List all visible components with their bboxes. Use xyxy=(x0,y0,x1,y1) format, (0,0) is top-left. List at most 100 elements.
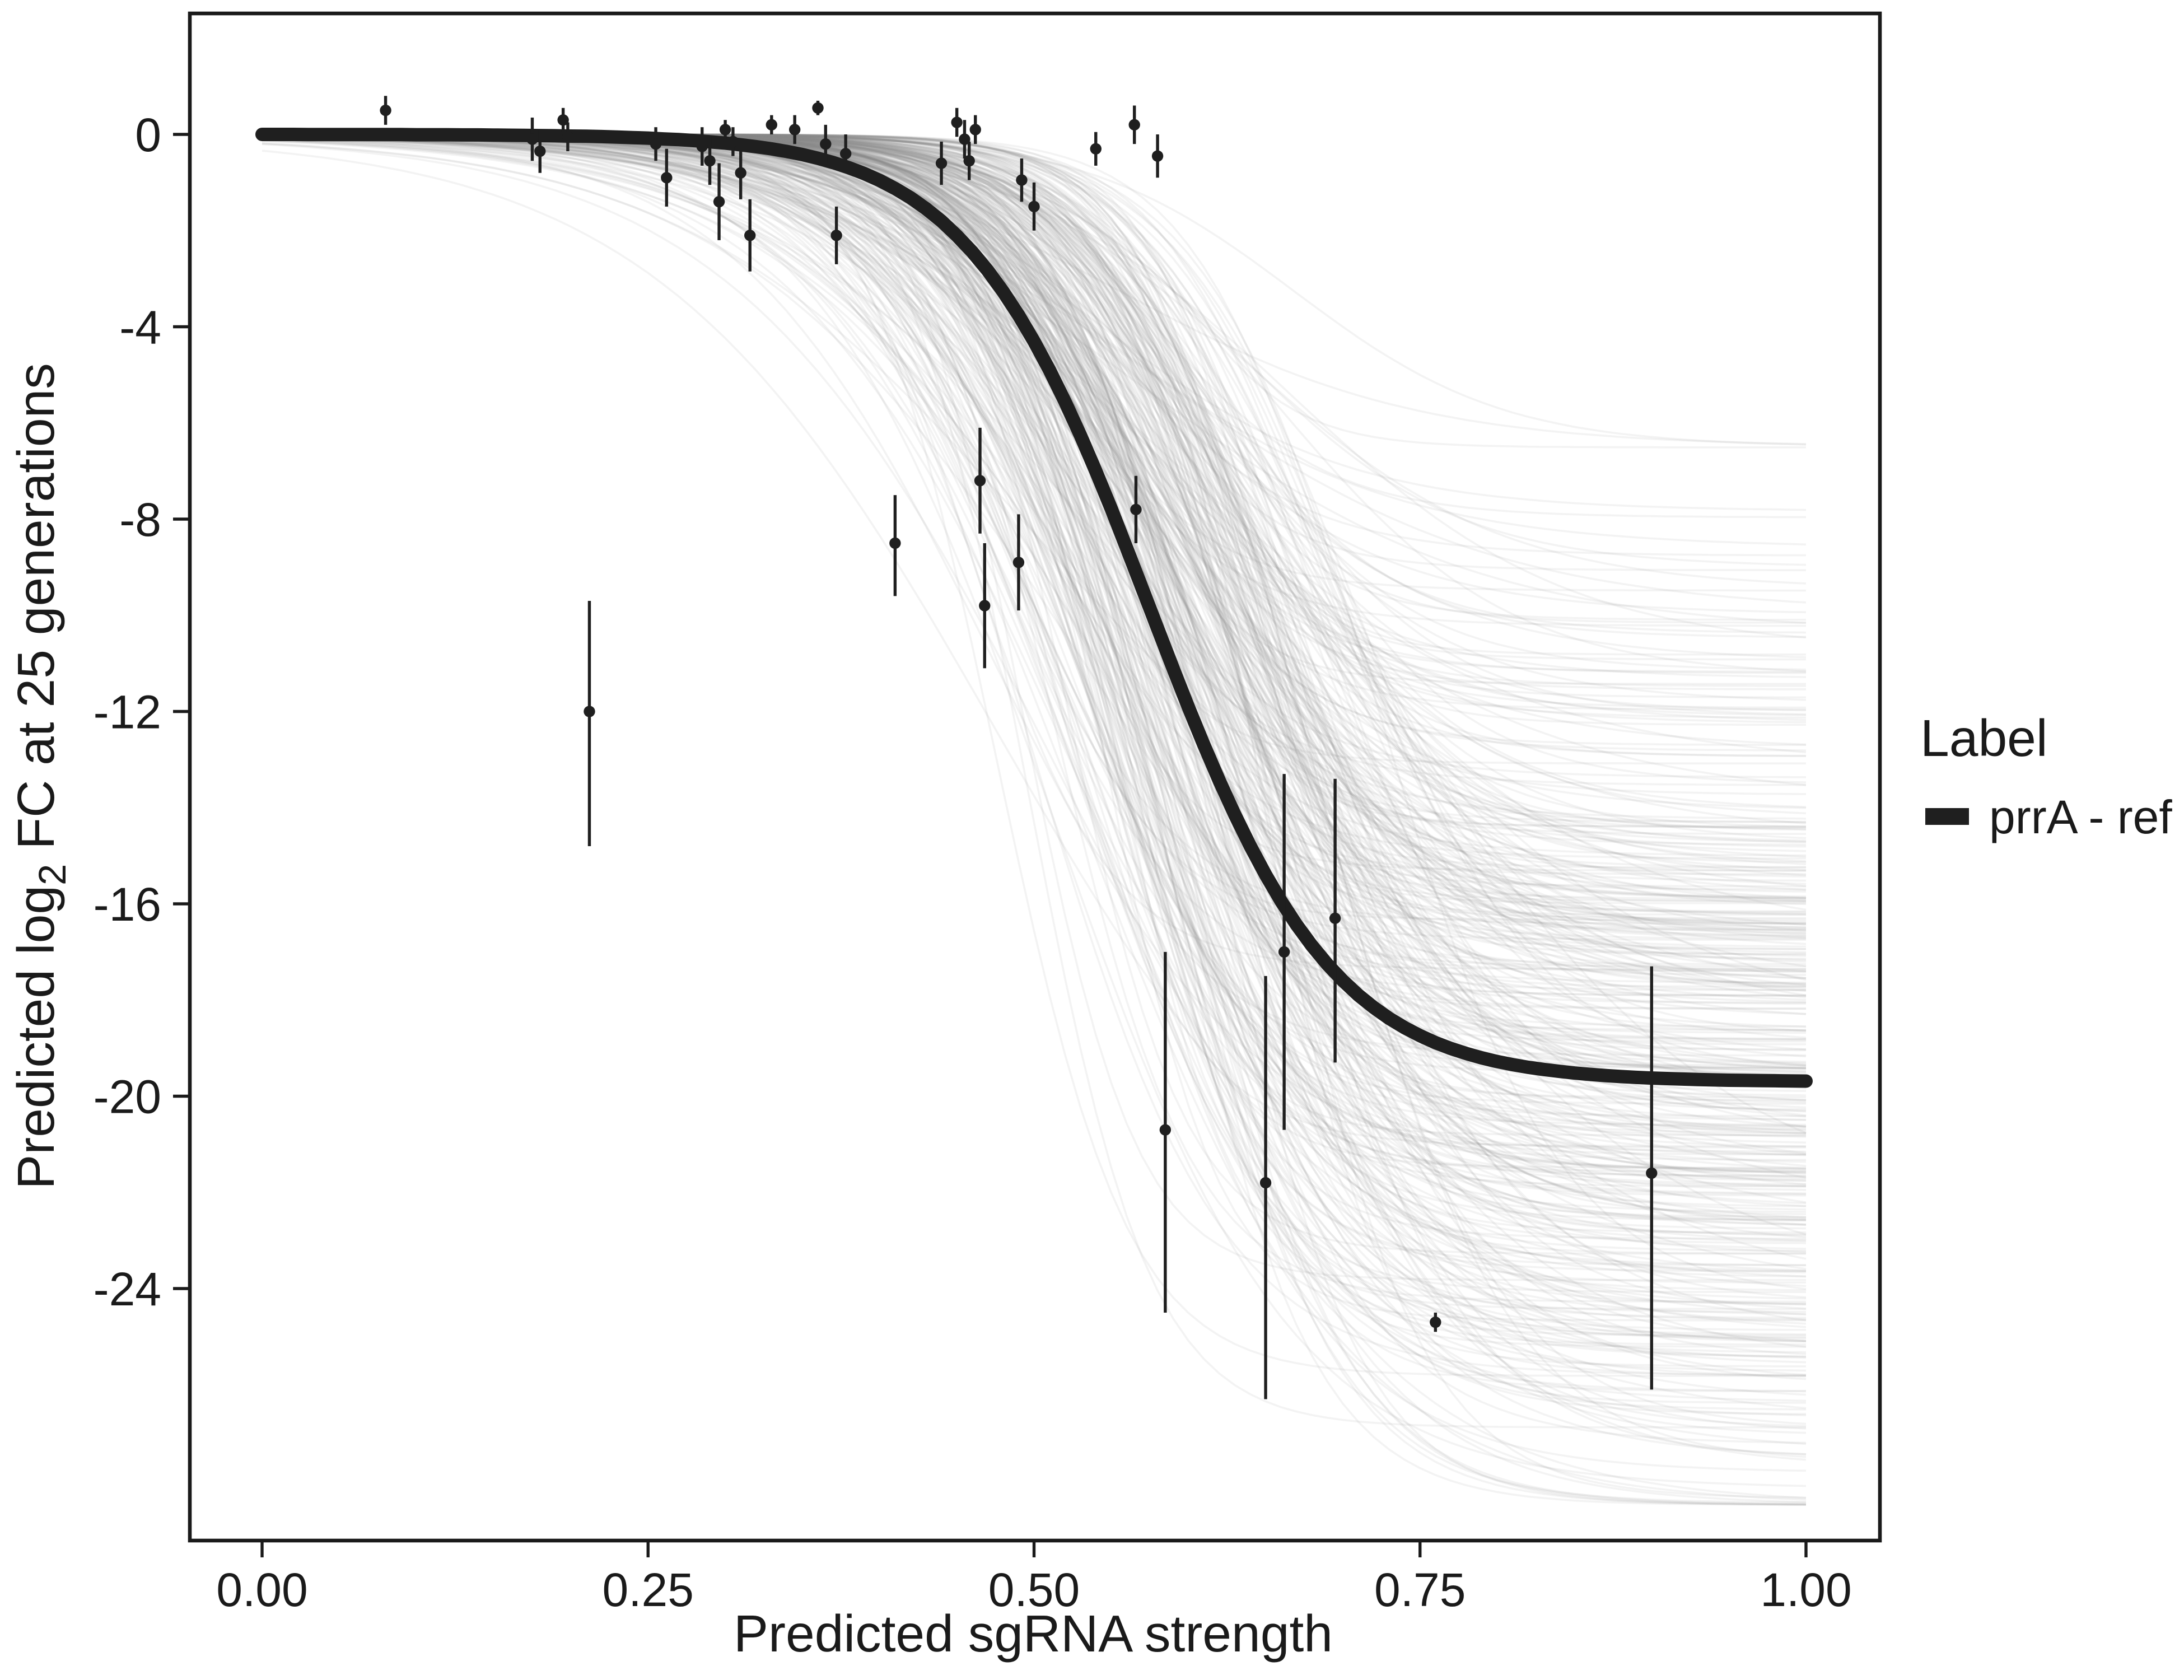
plot-panel xyxy=(190,13,1880,1541)
data-point xyxy=(963,155,975,167)
legend-item-label: prrA - ref xyxy=(1989,791,2172,843)
ensemble-curve xyxy=(262,136,1807,1236)
ensemble-curve xyxy=(262,140,1807,1270)
ensemble-curve xyxy=(262,136,1807,1501)
y-tick-label: 0 xyxy=(135,109,161,161)
ensemble-curve xyxy=(262,135,1807,1051)
ensemble-curve xyxy=(262,135,1807,1226)
data-point xyxy=(704,155,716,167)
data-point xyxy=(719,124,731,136)
main-fit-curve xyxy=(255,128,1813,1088)
data-point xyxy=(661,172,673,184)
ensemble-curve xyxy=(262,142,1807,1155)
data-point xyxy=(650,138,662,150)
y-tick-label: -8 xyxy=(119,493,161,546)
data-point xyxy=(839,148,852,160)
data-point xyxy=(820,138,832,150)
ensemble-curve xyxy=(262,137,1807,1173)
ensemble-curve xyxy=(262,134,1807,1156)
ensemble-curve xyxy=(262,150,1807,1316)
x-tick-label: 0.25 xyxy=(603,1564,694,1616)
data-point xyxy=(1329,912,1341,924)
data-point xyxy=(696,141,708,152)
data-point xyxy=(744,230,756,241)
ensemble-curve xyxy=(262,136,1807,1499)
ensemble-curve xyxy=(262,137,1807,1133)
data-point xyxy=(969,124,981,136)
ensemble-curve xyxy=(262,134,1807,1121)
data-point xyxy=(1090,143,1102,155)
data-point xyxy=(735,167,746,179)
x-tick-label: 0.50 xyxy=(988,1564,1080,1616)
data-point xyxy=(979,600,991,612)
data-point xyxy=(951,116,963,128)
ensemble-curve xyxy=(262,137,1807,997)
y-tick-label: -16 xyxy=(94,878,161,931)
legend: Label prrA - ref xyxy=(1920,709,2172,843)
ensemble-curve xyxy=(262,134,1807,1250)
ensemble-curve xyxy=(262,135,1807,911)
data-point xyxy=(713,196,725,208)
ensemble-curve xyxy=(262,134,1807,1182)
ensemble-curve xyxy=(262,136,1807,1167)
data-point xyxy=(830,230,842,241)
ensemble-curve xyxy=(262,137,1807,979)
data-point xyxy=(1159,1124,1172,1136)
data-point xyxy=(1130,503,1142,516)
x-axis: 0.00 0.25 0.50 0.75 1.00 xyxy=(216,1541,1852,1616)
x-tick-label: 0.75 xyxy=(1374,1564,1466,1616)
ensemble-curve xyxy=(262,134,1807,1070)
ensemble-curve xyxy=(262,139,1807,926)
data-point xyxy=(1278,946,1290,958)
data-point xyxy=(889,537,901,549)
ensemble-curve xyxy=(262,136,1807,1325)
ensemble-curve xyxy=(262,134,1807,891)
ensemble-curve xyxy=(262,135,1807,1077)
y-tick-label: -12 xyxy=(94,686,161,739)
legend-title: Label xyxy=(1920,709,2048,767)
data-point xyxy=(1646,1167,1658,1179)
data-point xyxy=(1016,174,1028,186)
ensemble-curve xyxy=(262,134,1807,1205)
ensemble-curve xyxy=(262,136,1807,945)
ensemble-curve xyxy=(262,143,1807,1410)
ensemble-curve xyxy=(262,136,1807,1260)
ensemble-curve xyxy=(262,135,1807,981)
data-point xyxy=(534,145,546,157)
data-point xyxy=(974,475,986,487)
data-point xyxy=(526,133,538,145)
data-point xyxy=(812,102,824,114)
ensemble-curve xyxy=(262,138,1807,1445)
ensemble-curve xyxy=(262,134,1807,848)
ensemble-curve xyxy=(262,137,1807,1001)
data-point xyxy=(562,131,574,143)
ensemble-curve xyxy=(262,136,1807,1278)
ensemble-curve xyxy=(262,139,1807,1186)
main-curve-path xyxy=(255,128,1813,1088)
y-tick-label: -20 xyxy=(94,1071,161,1123)
y-axis: 0 -4 -8 -12 -16 -20 -24 xyxy=(94,109,190,1315)
data-point xyxy=(727,136,739,148)
data-point xyxy=(380,104,391,116)
data-point xyxy=(1128,119,1140,131)
data-point xyxy=(1028,200,1040,213)
data-point xyxy=(788,124,801,136)
legend-key-line-icon xyxy=(1925,808,1969,825)
data-point xyxy=(1012,557,1025,568)
data-point xyxy=(935,157,948,169)
y-axis-title: Predicted log2 FC at 25 generations xyxy=(7,363,74,1189)
y-tick-label: -24 xyxy=(94,1263,161,1315)
ensemble-curve xyxy=(262,135,1807,1226)
ensemble-curve xyxy=(262,136,1807,1039)
ensemble-curve xyxy=(262,139,1807,1203)
x-tick-label: 1.00 xyxy=(1760,1564,1852,1616)
ensemble-curve xyxy=(262,136,1807,876)
x-tick-label: 0.00 xyxy=(216,1564,308,1616)
ensemble-curve xyxy=(262,136,1807,1090)
ensemble-curve xyxy=(262,136,1807,604)
data-point xyxy=(584,706,595,717)
data-point xyxy=(1151,150,1164,162)
data-point xyxy=(766,119,778,131)
ensemble-curve xyxy=(262,138,1807,1128)
